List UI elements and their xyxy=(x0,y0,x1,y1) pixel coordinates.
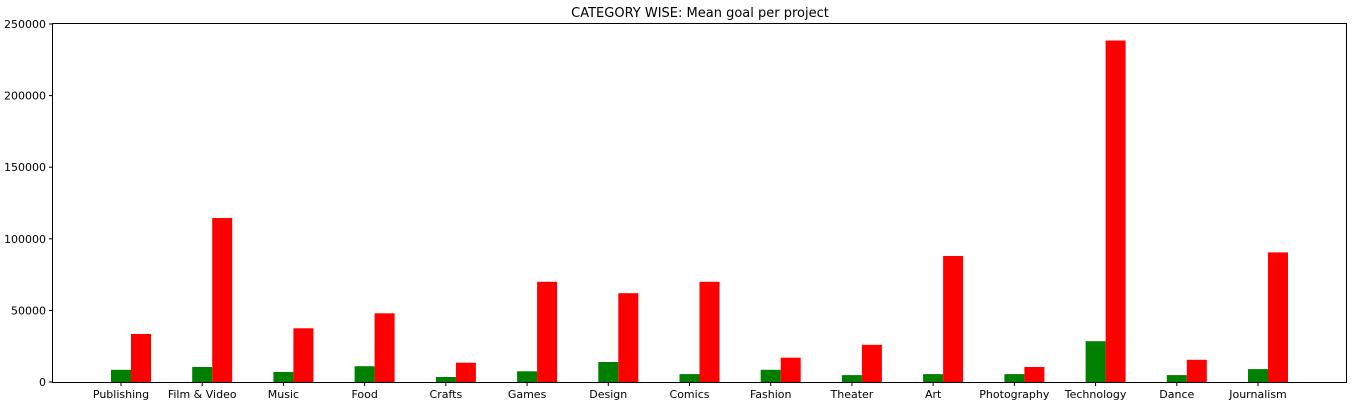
bar-green-0 xyxy=(111,369,131,382)
y-tick-label-2: 100000 xyxy=(4,233,46,246)
bar-green-14 xyxy=(1248,369,1268,382)
x-tick-label-4: Crafts xyxy=(430,388,463,401)
bar-red-0 xyxy=(131,334,151,382)
bar-green-9 xyxy=(841,375,862,382)
bar-green-5 xyxy=(517,371,538,382)
bar-red-9 xyxy=(861,344,882,382)
bar-green-10 xyxy=(923,374,944,382)
x-tick-label-8: Fashion xyxy=(750,388,792,401)
bar-green-8 xyxy=(760,369,781,382)
x-tick-label-12: Technology xyxy=(1064,388,1127,401)
bar-red-7 xyxy=(699,281,720,382)
x-tick-label-2: Music xyxy=(268,388,299,401)
y-tick-label-5: 250000 xyxy=(4,18,46,31)
bar-red-8 xyxy=(780,357,801,382)
bar-green-4 xyxy=(435,377,456,382)
plot-frame xyxy=(52,23,1347,383)
x-tick-label-5: Games xyxy=(508,388,547,401)
chart-title: CATEGORY WISE: Mean goal per project xyxy=(571,6,829,21)
bar-green-11 xyxy=(1004,374,1025,382)
x-tick-label-7: Comics xyxy=(670,388,710,401)
bar-red-12 xyxy=(1105,40,1126,382)
bar-red-3 xyxy=(374,313,395,382)
bar-green-2 xyxy=(273,372,294,382)
bar-green-6 xyxy=(598,362,619,382)
y-axis: 0 50000 100000 150000 200000 250000 xyxy=(4,18,53,389)
bar-green-13 xyxy=(1166,375,1187,382)
bar-green-3 xyxy=(354,366,375,382)
x-tick-label-11: Photography xyxy=(979,388,1050,401)
bar-red-14 xyxy=(1268,252,1288,382)
y-tick-label-3: 150000 xyxy=(4,161,46,174)
x-tick-label-14: Journalism xyxy=(1228,388,1287,401)
bar-red-2 xyxy=(293,328,314,382)
x-tick-label-3: Food xyxy=(351,388,377,401)
x-tick-label-9: Theater xyxy=(830,388,874,401)
y-tick-label-0: 0 xyxy=(39,376,46,389)
x-tick-label-13: Dance xyxy=(1159,388,1194,401)
x-tick-label-0: Publishing xyxy=(93,388,149,401)
bar-green-1 xyxy=(192,367,213,382)
x-tick-label-10: Art xyxy=(925,388,942,401)
bar-red-11 xyxy=(1024,367,1045,382)
y-tick-label-4: 200000 xyxy=(4,90,46,103)
bar-red-5 xyxy=(537,281,558,382)
y-tick-label-1: 50000 xyxy=(11,304,46,317)
bar-green-12 xyxy=(1085,341,1106,382)
bar-red-6 xyxy=(618,293,639,382)
bars-group xyxy=(111,40,1288,382)
bar-red-1 xyxy=(212,218,233,382)
bar-red-4 xyxy=(455,362,476,382)
bar-red-13 xyxy=(1186,359,1207,382)
bar-green-7 xyxy=(679,374,700,382)
x-tick-label-1: Film & Video xyxy=(168,388,237,401)
x-axis: Publishing Film & Video Music Food Crafts Gam… xyxy=(93,382,1287,401)
x-tick-label-6: Design xyxy=(589,388,627,401)
bar-red-10 xyxy=(943,256,964,382)
